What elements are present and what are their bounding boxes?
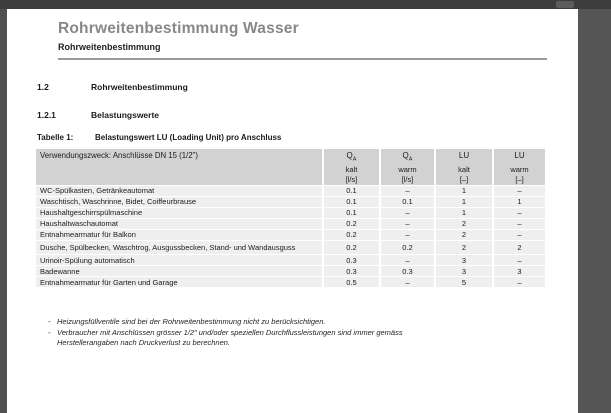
usage-label: Urinoir-Spülung automatisch xyxy=(36,254,324,266)
lu-kalt-value: 1 xyxy=(435,185,494,197)
column-header-qa-kalt: QA kalt [l/s] xyxy=(323,149,381,186)
lu-kalt-value: 2 xyxy=(435,229,494,241)
lu-kalt-value: 3 xyxy=(435,265,494,277)
qa-warm-value: – xyxy=(380,276,436,288)
table-row: Waschtisch, Waschrinne, Bidet, Coiffeurb… xyxy=(36,196,545,208)
lu-kalt-value: 2 xyxy=(435,218,494,230)
table-row: Haushaltwaschautomat 0.2 – 2 – xyxy=(36,218,545,230)
qa-kalt-value: 0.1 xyxy=(323,207,381,219)
page-title: Rohrweitenbestimmung Wasser xyxy=(58,20,299,37)
qa-warm-value: 0.3 xyxy=(380,265,436,277)
qa-kalt-value: 0.1 xyxy=(323,185,381,197)
qa-kalt-value: 0.2 xyxy=(323,240,381,255)
lu-kalt-value: 1 xyxy=(435,196,494,208)
qa-kalt-value: 0.2 xyxy=(323,229,381,241)
usage-label: WC-Spülkasten, Getränkeautomat xyxy=(36,185,324,197)
viewer-titlebar xyxy=(0,0,611,9)
lu-warm-value: – xyxy=(493,229,545,241)
column-header-lu-kalt: LU kalt [–] xyxy=(435,149,494,186)
loading-unit-table: Verwendungszweck: Anschlüsse DN 15 (1/2"… xyxy=(36,149,545,288)
usage-label: Waschtisch, Waschrinne, Bidet, Coiffeurb… xyxy=(36,196,324,208)
footnote-text: Heizungsfüllventile sind bei der Rohrwei… xyxy=(57,317,326,326)
section-number: 1.2.1 xyxy=(37,110,56,120)
table-row: Dusche, Spülbecken, Waschtrog, Ausgussbe… xyxy=(36,240,545,255)
qa-kalt-value: 0.3 xyxy=(323,265,381,277)
section-title: Rohrweitenbestimmung xyxy=(91,82,188,92)
qa-warm-value: – xyxy=(380,229,436,241)
footnote-item: - Heizungsfüllventile sind bei der Rohrw… xyxy=(48,317,528,328)
lu-warm-value: – xyxy=(493,254,545,266)
usage-label: Entnahmearmatur für Garten und Garage xyxy=(36,276,324,288)
lu-warm-value: – xyxy=(493,218,545,230)
table-row: Urinoir-Spülung automatisch 0.3 – 3 – xyxy=(36,254,545,266)
lu-warm-value: 3 xyxy=(493,265,545,277)
table-caption: Tabelle 1: Belastungswert LU (Loading Uni… xyxy=(37,133,281,142)
qa-warm-value: – xyxy=(380,218,436,230)
usage-label: Entnahmearmatur für Balkon xyxy=(36,229,324,241)
usage-label: Dusche, Spülbecken, Waschtrog, Ausgussbe… xyxy=(36,240,324,255)
viewer-gutter-right xyxy=(578,9,611,413)
document-page: Rohrweitenbestimmung Wasser Rohrweitenbe… xyxy=(7,9,578,413)
table-row: Haushaltgeschirrspülmaschine 0.1 – 1 – xyxy=(36,207,545,219)
table-row: Entnahmearmatur für Garten und Garage 0.… xyxy=(36,276,545,288)
qa-warm-value: – xyxy=(380,254,436,266)
lu-kalt-value: 3 xyxy=(435,254,494,266)
qa-warm-value: 0.2 xyxy=(380,240,436,255)
lu-kalt-value: 2 xyxy=(435,240,494,255)
page-subtitle: Rohrweitenbestimmung xyxy=(58,42,161,52)
qa-warm-value: – xyxy=(380,207,436,219)
lu-warm-value: 2 xyxy=(493,240,545,255)
table-row: Entnahmearmatur für Balkon 0.2 – 2 – xyxy=(36,229,545,241)
qa-kalt-value: 0.1 xyxy=(323,196,381,208)
footnote-marker: - xyxy=(48,327,51,337)
usage-label: Haushaltgeschirrspülmaschine xyxy=(36,207,324,219)
viewer-gutter-left xyxy=(0,9,7,413)
table-row: Badewanne 0.3 0.3 3 3 xyxy=(36,265,545,277)
usage-label: Haushaltwaschautomat xyxy=(36,218,324,230)
table-caption-label: Tabelle 1: xyxy=(37,133,74,142)
header-rule xyxy=(58,58,547,60)
section-heading-1-2: 1.2 Rohrweitenbestimmung xyxy=(37,82,188,92)
section-number: 1.2 xyxy=(37,82,49,92)
lu-warm-value: 1 xyxy=(493,196,545,208)
table-header-row: Verwendungszweck: Anschlüsse DN 15 (1/2"… xyxy=(36,149,545,186)
section-title: Belastungswerte xyxy=(91,110,160,120)
lu-kalt-value: 5 xyxy=(435,276,494,288)
column-header-usage: Verwendungszweck: Anschlüsse DN 15 (1/2"… xyxy=(36,149,324,186)
titlebar-artifact xyxy=(556,1,574,8)
footnotes: - Heizungsfüllventile sind bei der Rohrw… xyxy=(48,317,528,349)
qa-warm-value: – xyxy=(380,185,436,197)
lu-warm-value: – xyxy=(493,207,545,219)
qa-warm-value: 0.1 xyxy=(380,196,436,208)
lu-warm-value: – xyxy=(493,276,545,288)
table-caption-text: Belastungswert LU (Loading Unit) pro Ans… xyxy=(95,133,282,142)
usage-label: Badewanne xyxy=(36,265,324,277)
lu-kalt-value: 1 xyxy=(435,207,494,219)
section-heading-1-2-1: 1.2.1 Belastungswerte xyxy=(37,110,159,120)
footnote-marker: - xyxy=(48,317,51,326)
qa-kalt-value: 0.5 xyxy=(323,276,381,288)
footnote-item: - Verbraucher mit Anschlüssen grösser 1/… xyxy=(48,328,528,349)
table-row: WC-Spülkasten, Getränkeautomat 0.1 – 1 – xyxy=(36,185,545,197)
qa-kalt-value: 0.3 xyxy=(323,254,381,266)
lu-warm-value: – xyxy=(493,185,545,197)
qa-kalt-value: 0.2 xyxy=(323,218,381,230)
column-header-qa-warm: QA warm [l/s] xyxy=(380,149,436,186)
footnote-text: Verbraucher mit Anschlüssen grösser 1/2"… xyxy=(57,327,403,348)
column-header-lu-warm: LU warm [–] xyxy=(493,149,545,186)
